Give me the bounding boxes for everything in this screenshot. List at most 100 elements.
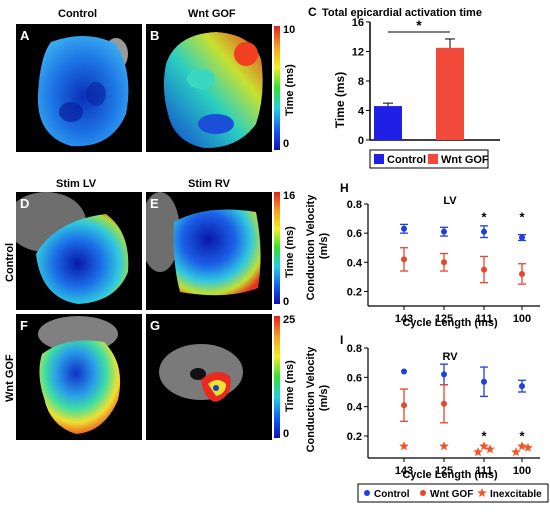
chart-i-inexcitable-star bbox=[485, 444, 495, 454]
panel-a-map bbox=[16, 24, 142, 152]
chart-h-xtick-label: 111 bbox=[475, 313, 492, 325]
row-label-wnt: Wnt GOF bbox=[4, 354, 16, 402]
chart-i-inexcitable-star bbox=[511, 447, 521, 457]
chart-i-point-control bbox=[441, 371, 447, 378]
chart-h-xlabel: Cycle Length (ms) bbox=[402, 317, 498, 329]
header-wnt-gof: Wnt GOF bbox=[188, 8, 236, 20]
panel-letter-g: G bbox=[150, 318, 161, 333]
chart-h-point-control bbox=[401, 225, 407, 232]
chart-i-inexcitable-star bbox=[517, 441, 527, 451]
chart-c-ytick-label: 4 bbox=[358, 106, 365, 118]
panel-letter-a: A bbox=[20, 28, 30, 43]
chart-h-ytick-label: 0.4 bbox=[347, 257, 363, 269]
chart-i: I RV 0.2 0.4 0.6 0.8 143 125 111 100 * * Conducti… bbox=[305, 333, 549, 503]
row-label-control: Control bbox=[4, 242, 16, 282]
chart-h-ylabel-l2: (m/s) bbox=[318, 233, 330, 260]
chart-c-ytick-label: 0 bbox=[358, 135, 364, 147]
chart-i-xtick-label: 100 bbox=[513, 465, 531, 477]
colorbar-1 bbox=[274, 26, 280, 150]
colorbar-3 bbox=[274, 316, 280, 438]
chart-i-legend-control: Control bbox=[374, 489, 410, 500]
panel-letter-b: B bbox=[150, 28, 160, 43]
panel-g-map bbox=[146, 314, 272, 440]
chart-h-point-wnt bbox=[401, 256, 407, 263]
header-control: Control bbox=[58, 8, 98, 20]
chart-c-ytick-label: 16 bbox=[352, 17, 364, 29]
chart-h-sig-star: * bbox=[481, 209, 487, 224]
chart-i-legend: Control Wnt GOF Inexcitable bbox=[357, 483, 549, 503]
chart-c-legend-control: Control bbox=[387, 154, 426, 166]
panel-f-map bbox=[16, 314, 142, 440]
chart-h-title: LV bbox=[443, 195, 457, 207]
chart-h-xtick-label: 100 bbox=[513, 313, 531, 325]
chart-i-title: RV bbox=[442, 351, 458, 363]
chart-h-point-wnt bbox=[441, 259, 447, 266]
panel-letter-d: D bbox=[20, 196, 30, 211]
colorbar-1-max: 10 bbox=[283, 24, 296, 36]
chart-i-point-control bbox=[481, 378, 487, 385]
chart-i-inexcitable-star bbox=[399, 441, 409, 451]
chart-i-ytick-label: 0.6 bbox=[347, 372, 362, 384]
chart-h-letter: H bbox=[340, 181, 349, 195]
chart-h-xtick-label: 143 bbox=[395, 313, 413, 325]
panel-letter-f: F bbox=[20, 318, 28, 333]
colorbar-2-max: 16 bbox=[283, 190, 296, 202]
chart-i-inexcitable-star bbox=[439, 441, 449, 451]
chart-h-point-control bbox=[519, 234, 525, 241]
colorbar-1-label: Time (ms) bbox=[284, 64, 296, 116]
colorbar-2-label: Time (ms) bbox=[284, 226, 296, 278]
chart-h: H LV 0.2 0.4 0.6 0.8 143 125 111 100 * * Conducti… bbox=[305, 181, 540, 329]
colorbar-3-min: 0 bbox=[283, 428, 290, 440]
chart-i-ytick-label: 0.2 bbox=[347, 431, 362, 443]
chart-i-ytick-label: 0.4 bbox=[347, 402, 363, 414]
chart-c-legend: Control Wnt GOF bbox=[369, 149, 489, 169]
chart-c-bar bbox=[374, 106, 402, 140]
chart-i-point-wnt bbox=[401, 402, 407, 409]
chart-h-ylabel-l1: Conduction Velocity bbox=[305, 194, 317, 301]
chart-i-ylabel: Conduction Velocity (m/s) bbox=[305, 344, 330, 453]
panel-b-map bbox=[146, 24, 272, 152]
chart-h-ytick-label: 0.8 bbox=[347, 199, 362, 211]
chart-i-point-wnt bbox=[441, 400, 447, 407]
chart-i-inexcitable-star bbox=[479, 441, 489, 451]
chart-h-sig-star: * bbox=[519, 209, 525, 224]
chart-i-ytick-label: 0.8 bbox=[347, 343, 362, 355]
chart-h-ylabel: Conduction Velocity (m/s) bbox=[305, 192, 330, 301]
chart-h-point-control bbox=[441, 228, 447, 235]
chart-h-point-wnt bbox=[519, 270, 525, 277]
chart-c-ytick-label: 8 bbox=[358, 76, 364, 88]
chart-i-inexcitable-star bbox=[473, 447, 483, 457]
chart-i-legend-inexcitable: Inexcitable bbox=[490, 489, 542, 500]
chart-i-legend-wnt: Wnt GOF bbox=[430, 489, 473, 500]
chart-h-point-wnt bbox=[481, 266, 487, 273]
panel-letter-e: E bbox=[150, 196, 159, 211]
chart-i-xtick-label: 111 bbox=[475, 465, 492, 477]
chart-h-point-control bbox=[481, 228, 487, 235]
chart-i-sig-star: * bbox=[481, 428, 487, 443]
chart-i-point-control bbox=[401, 368, 407, 375]
stim-rv-label: Stim RV bbox=[188, 178, 230, 190]
chart-i-point-control bbox=[519, 383, 525, 390]
colorbar-3-max: 25 bbox=[283, 314, 296, 326]
stim-lv-label: Stim LV bbox=[56, 178, 97, 190]
chart-c-ytick-label: 12 bbox=[352, 47, 364, 59]
chart-i-ylabel-l1: Conduction Velocity bbox=[305, 346, 317, 453]
chart-c-letter: C bbox=[308, 5, 317, 19]
chart-c: C Total epicardial activation time 0 4 8 12… bbox=[308, 5, 500, 169]
chart-i-letter: I bbox=[340, 333, 343, 347]
colorbar-2-min: 0 bbox=[283, 296, 290, 308]
chart-h-xtick-label: 125 bbox=[435, 313, 453, 325]
panel-e-map bbox=[146, 192, 272, 310]
chart-i-ylabel-l2: (m/s) bbox=[318, 385, 330, 412]
chart-c-ylabel: Time (ms) bbox=[333, 72, 347, 128]
panel-d-map bbox=[16, 192, 142, 310]
chart-c-bar bbox=[436, 47, 464, 140]
chart-c-title: Total epicardial activation time bbox=[322, 7, 482, 19]
colorbar-3-label: Time (ms) bbox=[284, 360, 296, 412]
chart-h-ytick-label: 0.6 bbox=[347, 228, 362, 240]
colorbar-1-min: 0 bbox=[283, 138, 290, 150]
chart-i-xtick-label: 143 bbox=[395, 465, 413, 477]
chart-c-sig-star: * bbox=[416, 17, 422, 33]
colorbar-2 bbox=[274, 192, 280, 304]
chart-i-xlabel: Cycle Length (ms) bbox=[402, 469, 498, 481]
